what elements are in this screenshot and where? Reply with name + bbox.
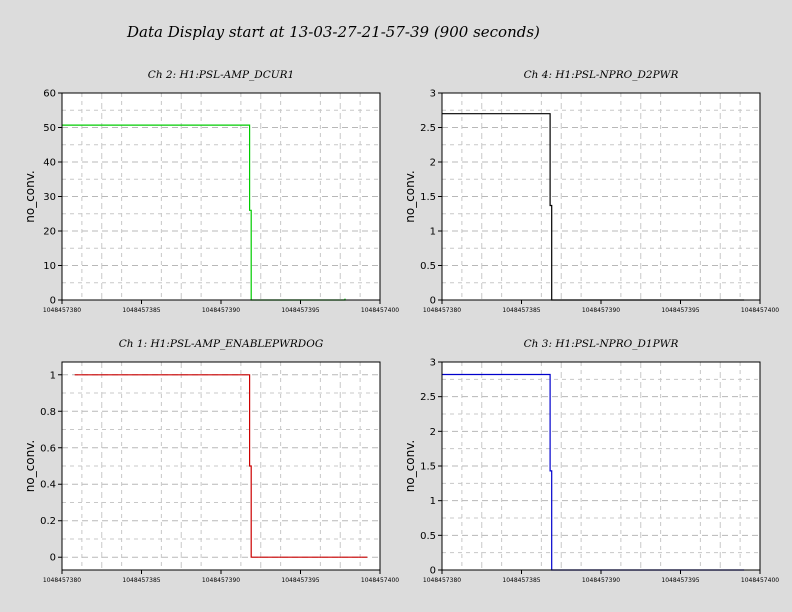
y-tick-label: 0 (430, 566, 436, 577)
x-tick-label: 1048457395 (661, 577, 699, 584)
y-tick-label: 0.2 (40, 516, 56, 527)
y-tick-label: 1.5 (420, 462, 436, 473)
x-tick-label: 1048457385 (502, 307, 540, 314)
x-tick-label: 1048457390 (582, 307, 620, 314)
page-title: Data Display start at 13-03-27-21-57-39 … (127, 23, 540, 41)
chart-panel-4: 1048457380 1048457385 1048457390 1048457395… (403, 338, 779, 584)
y-tick-label: 40 (43, 158, 56, 169)
y-tick-label: 20 (43, 227, 56, 238)
y-tick-label: 0 (50, 553, 56, 564)
plot-frame (61, 361, 381, 571)
x-tick-label: 1048457385 (122, 577, 160, 584)
y-tick-label: 30 (43, 192, 56, 203)
y-axis-label: no_conv. (403, 170, 417, 222)
y-tick-label: 0.5 (420, 531, 436, 542)
y-tick-label: 2 (430, 427, 436, 438)
y-tick-label: 0.5 (420, 261, 436, 272)
y-tick-label: 60 (43, 89, 56, 100)
y-tick-label: 0.8 (40, 407, 56, 418)
series-line (62, 124, 346, 301)
y-tick-label: 2.5 (420, 392, 436, 403)
plot-frame (441, 92, 761, 301)
x-tick-label: 1048457380 (423, 577, 461, 584)
x-tick-label: 1048457390 (202, 307, 240, 314)
y-tick-label: 1 (430, 227, 436, 238)
y-axis-label: no_conv. (23, 440, 37, 492)
x-tick-label: 1048457380 (43, 307, 81, 314)
y-tick-label: 3 (430, 89, 436, 100)
plot-frame (61, 92, 381, 301)
chart-title: Ch 1: H1:PSL-AMP_ENABLEPWRDOG (119, 338, 323, 350)
plot-frame (441, 361, 761, 571)
chart-title: Ch 3: H1:PSL-NPRO_D1PWR (524, 338, 679, 350)
y-tick-label: 50 (43, 123, 56, 134)
y-tick-label: 10 (43, 261, 56, 272)
series-line (74, 374, 368, 558)
x-tick-label: 1048457390 (202, 577, 240, 584)
y-tick-label: 0.4 (40, 480, 56, 491)
y-axis-label: no_conv. (23, 170, 37, 222)
x-tick-label: 1048457400 (741, 577, 779, 584)
x-tick-label: 1048457400 (361, 577, 399, 584)
x-tick-label: 1048457400 (361, 307, 399, 314)
y-tick-label: 0.6 (40, 443, 56, 454)
y-tick-label: 2.5 (420, 123, 436, 134)
y-tick-label: 0 (430, 296, 436, 307)
chart-title: Ch 4: H1:PSL-NPRO_D2PWR (524, 69, 679, 81)
x-tick-label: 1048457395 (661, 307, 699, 314)
x-tick-label: 1048457395 (281, 307, 319, 314)
y-tick-label: 3 (430, 358, 436, 369)
x-tick-label: 1048457380 (43, 577, 81, 584)
y-tick-label: 1.5 (420, 192, 436, 203)
x-tick-label: 1048457385 (502, 577, 540, 584)
y-tick-label: 1 (430, 496, 436, 507)
x-tick-label: 1048457400 (741, 307, 779, 314)
x-tick-label: 1048457395 (281, 577, 319, 584)
chart-panel-2: 1048457380 1048457385 1048457390 1048457395… (403, 69, 779, 314)
x-tick-label: 1048457390 (582, 577, 620, 584)
y-tick-label: 2 (430, 158, 436, 169)
y-tick-label: 1 (50, 370, 56, 381)
chart-panel-1: 1048457380 1048457385 1048457390 1048457395… (23, 69, 399, 314)
y-axis-label: no_conv. (403, 440, 417, 492)
x-tick-label: 1048457380 (423, 307, 461, 314)
chart-panel-3: 1048457380 1048457385 1048457390 1048457395… (23, 338, 399, 584)
chart-title: Ch 2: H1:PSL-AMP_DCUR1 (148, 69, 294, 81)
plot-background (62, 362, 380, 570)
y-tick-label: 0 (50, 296, 56, 307)
x-tick-label: 1048457385 (122, 307, 160, 314)
